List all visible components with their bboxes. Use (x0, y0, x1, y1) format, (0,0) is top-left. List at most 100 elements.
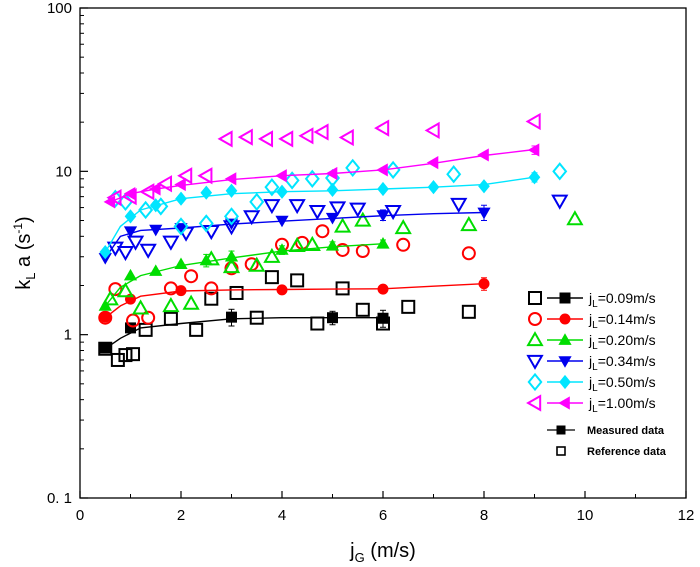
legend-filled-marker (559, 374, 571, 390)
fit-line (104, 283, 485, 319)
reference-point (163, 311, 178, 326)
x-axis: 0 2 4 6 8 10 12 (76, 491, 694, 524)
reference-point (173, 217, 189, 236)
x-tick-label: 10 (577, 507, 594, 524)
reference-point (374, 119, 390, 137)
series-2 (98, 210, 584, 315)
measured-point (478, 278, 490, 290)
reference-point (108, 282, 123, 297)
measured-point (174, 257, 188, 270)
reference-point (126, 347, 141, 362)
legend-item-3: jL=0.34m/s (526, 353, 656, 373)
measured-point (199, 253, 213, 266)
x-axis-title: jG (m/s) (349, 540, 416, 565)
series-4 (99, 158, 568, 260)
x-tick-label: 0 (76, 507, 84, 524)
reference-point (204, 291, 219, 306)
reference-point (223, 207, 240, 226)
reference-point (116, 245, 135, 262)
legend-item-2: jL=0.20m/s (526, 331, 656, 352)
measured-point (224, 249, 239, 262)
reference-point (118, 348, 133, 363)
measured-point (276, 284, 288, 296)
x-tick-label: 2 (177, 507, 185, 524)
measured-point (174, 177, 186, 192)
reference-point (338, 128, 354, 147)
reference-point (139, 183, 155, 201)
legend-item-5: jL=1.00m/s (526, 394, 656, 415)
legend-filled-marker (559, 313, 571, 325)
measured-point (327, 312, 338, 324)
reference-point (138, 322, 153, 337)
y-axis-title: kL a (s-1) (11, 216, 38, 289)
measured-point (125, 322, 136, 334)
legend-item-1: jL=0.14m/s (528, 311, 656, 331)
reference-point (139, 243, 157, 259)
measured-point (326, 182, 339, 197)
reference-point (217, 130, 233, 148)
measured-point (224, 172, 237, 186)
measured-point (528, 170, 541, 185)
reference-point (257, 130, 274, 148)
reference-point (328, 201, 347, 217)
measured-point (226, 311, 237, 323)
reference-point (384, 205, 402, 221)
y-axis: 0. 1 1 10 100 (47, 0, 88, 507)
measured-point (325, 239, 340, 251)
legend-hollow-marker (526, 331, 544, 347)
reference-point (204, 281, 219, 296)
y-axis-title-sup: -1 (11, 223, 25, 234)
legend-filled-marker (558, 396, 570, 410)
series-1 (98, 224, 490, 328)
measured-point (123, 268, 138, 281)
measured-point (325, 166, 338, 181)
legend-note-label: Reference data (587, 446, 667, 458)
reference-point (222, 257, 241, 274)
reference-point (552, 162, 568, 181)
measured-point (99, 311, 111, 323)
legend-note-label: Measured data (587, 425, 665, 437)
legend: jL=0.09m/sjL=0.14m/sjL=0.20m/sjL=0.34m/s… (526, 290, 667, 458)
legend-filled-marker (556, 425, 566, 435)
reference-point (396, 237, 411, 252)
reference-point (354, 211, 372, 227)
x-tick-label: 8 (480, 507, 488, 524)
legend-hollow-marker (526, 354, 544, 370)
reference-point (304, 169, 320, 188)
reference-point (278, 130, 294, 148)
reference-point (551, 194, 569, 210)
legend-item-0: jL=0.09m/s (528, 290, 656, 310)
measured-point (275, 169, 287, 183)
reference-point (110, 352, 125, 367)
legend-measured-note: Measured data (547, 425, 665, 437)
reference-point (290, 273, 305, 288)
y-axis-title-main: k (13, 279, 35, 290)
legend-hollow-marker (556, 446, 566, 456)
reference-point (525, 112, 541, 131)
reference-point (189, 322, 204, 337)
reference-point (460, 215, 478, 232)
reference-point (450, 197, 468, 214)
reference-point (288, 199, 306, 215)
reference-point (126, 313, 141, 328)
measured-point (478, 179, 490, 194)
measured-point (325, 212, 340, 225)
reference-point (284, 171, 300, 190)
measured-point (225, 183, 238, 198)
reference-point (315, 224, 330, 239)
measured-point (376, 163, 388, 177)
y-axis-title-rest: a (s (13, 234, 35, 273)
reference-point (355, 244, 370, 259)
measured-point (377, 181, 389, 197)
reference-point (394, 219, 412, 235)
measured-point (376, 210, 390, 222)
legend-label: jL=0.50m/s (588, 374, 656, 394)
y-axis-title-end: ) (13, 216, 35, 223)
measured-point (175, 285, 187, 297)
legend-filled-marker (559, 292, 571, 304)
measured-point (149, 264, 163, 276)
reference-point (263, 247, 281, 263)
reference-point (401, 299, 416, 314)
measured-point (103, 195, 116, 209)
measured-point (377, 312, 389, 324)
